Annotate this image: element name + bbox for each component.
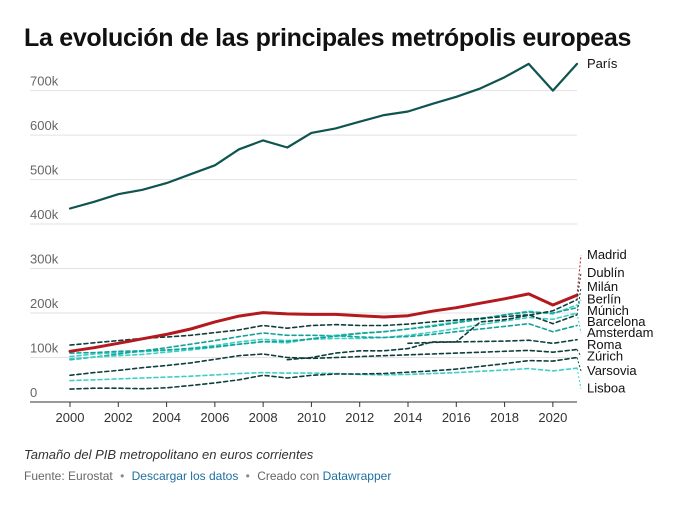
datawrapper-link[interactable]: Datawrapper (322, 469, 392, 483)
chart-footer: Fuente: Eurostat • Descargar los datos •… (24, 469, 391, 483)
separator: • (245, 469, 250, 483)
x-axis: 2000 2002 2004 2006 2008 2010 2012 2014 2016 2018… (56, 402, 567, 425)
created-with-text: Creado con (257, 469, 320, 483)
x-tick-label: 2016 (442, 410, 471, 425)
label-connector-amsterdam (576, 312, 582, 334)
y-tick-label: 600k (30, 118, 59, 133)
label-connector-lisboa (576, 368, 582, 389)
series-lines (68, 62, 579, 390)
series-line-madrid (68, 292, 579, 353)
series-label-berlin: Berlín (587, 292, 621, 307)
chart-subtitle: Tamaño del PIB metropolitano en euros co… (24, 447, 314, 462)
series-label-munich: Múnich (587, 303, 629, 318)
series-label-dublin: Dublín (587, 265, 625, 280)
x-tick-label: 2020 (538, 410, 567, 425)
series-label-lisboa: Lisboa (587, 381, 626, 396)
series-label-zurich: Zúrich (587, 349, 623, 364)
label-connector-milan (576, 287, 582, 315)
series-line-dublin (286, 298, 578, 361)
series-label-barcelona: Barcelona (587, 314, 646, 329)
y-tick-label: 0 (30, 385, 37, 400)
y-tick-label: 500k (30, 163, 59, 178)
label-connector-zurich (576, 349, 582, 357)
y-tick-label: 400k (30, 207, 59, 222)
x-tick-label: 2008 (249, 410, 278, 425)
series-label-amsterdam: Amsterdam (587, 325, 653, 340)
source-text: Fuente: Eurostat (24, 469, 113, 483)
series-line-zurich (69, 348, 578, 377)
label-connector-berlin (576, 299, 582, 308)
x-tick-label: 2000 (56, 410, 85, 425)
x-tick-label: 2012 (345, 410, 374, 425)
series-label-roma: Roma (587, 337, 622, 352)
series-label-varsovia: Varsovia (587, 363, 637, 378)
x-tick-label: 2018 (490, 410, 519, 425)
y-axis: 0 100k 200k 300k 400k 500k 600k 700k (30, 74, 59, 400)
series-label-madrid: Madrid (587, 247, 627, 262)
x-tick-label: 2006 (200, 410, 229, 425)
chart-title: La evolución de las principales metrópol… (24, 24, 632, 52)
y-tick-label: 200k (30, 296, 59, 311)
series-line-barcelona (69, 322, 578, 361)
series-line-lisboa (69, 367, 578, 382)
x-tick-label: 2002 (104, 410, 133, 425)
series-label-paris: París (587, 56, 618, 71)
separator: • (120, 469, 125, 483)
x-tick-label: 2010 (297, 410, 326, 425)
label-connector-madrid (576, 255, 582, 296)
series-labels: Lisboa VarsoviaZúrichRomaAmsterdamBarcelo… (576, 56, 653, 396)
download-data-link[interactable]: Descargar los datos (131, 469, 239, 483)
series-line-varsovia (69, 356, 578, 390)
y-tick-label: 300k (30, 252, 59, 267)
x-tick-label: 2004 (152, 410, 181, 425)
y-tick-label: 700k (30, 74, 59, 89)
label-connector-dublin (576, 272, 582, 300)
x-tick-label: 2014 (394, 410, 423, 425)
y-tick-label: 100k (30, 341, 59, 356)
series-line-paris (68, 62, 579, 210)
series-label-milan: Milán (587, 279, 618, 294)
